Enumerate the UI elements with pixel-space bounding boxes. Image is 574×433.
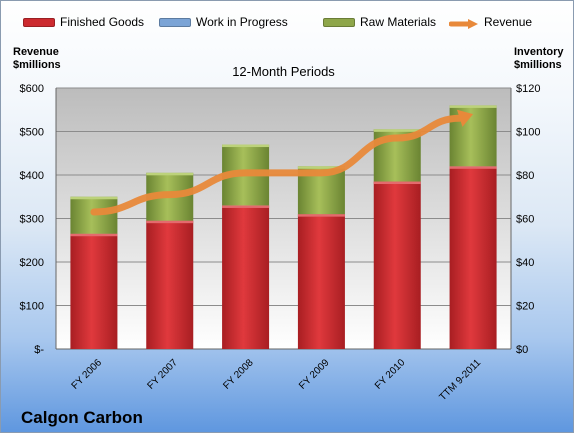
right-tick-label: $60 — [516, 214, 534, 226]
chart-title: 12-Month Periods — [232, 64, 335, 79]
right-tick-label: $120 — [516, 83, 540, 95]
bar-cap-finished-goods — [222, 205, 270, 208]
bar-raw-materials — [449, 105, 497, 167]
right-tick-label: $80 — [516, 170, 534, 182]
bar-finished-goods — [146, 220, 194, 349]
bar-cap-finished-goods — [70, 233, 118, 237]
bar-cap-finished-goods — [373, 181, 421, 185]
right-tick-label: $0 — [516, 344, 528, 356]
bar-cap-raw-materials — [373, 129, 421, 132]
legend-arrow-icon — [448, 18, 478, 29]
bar-finished-goods — [222, 205, 270, 349]
bar-finished-goods — [70, 233, 118, 349]
right-axis-title-line1: Inventory — [514, 46, 564, 58]
x-tick-label: FY 2010 — [373, 357, 408, 392]
company-name: Calgon Carbon — [21, 408, 143, 427]
revenue-arrowhead — [457, 109, 474, 127]
legend-item: Work in Progress — [159, 15, 288, 29]
left-axis-title-line2: $millions — [13, 59, 61, 71]
revenue-line — [90, 114, 464, 216]
left-tick-label: $- — [34, 344, 44, 356]
left-axis-title: Revenue $millions — [13, 46, 61, 72]
x-tick-label: FY 2009 — [297, 357, 332, 392]
legend-label: Revenue — [484, 15, 533, 29]
bar-cap-finished-goods — [146, 220, 194, 224]
bar-cap-raw-materials — [222, 144, 270, 148]
bar-cap-raw-materials — [449, 105, 497, 108]
legend-label: Work in Progress — [196, 15, 288, 29]
legend-swatch — [448, 18, 479, 29]
x-tick-label: FY 2006 — [70, 357, 105, 392]
bar-cap-raw-materials — [146, 172, 194, 176]
right-tick-label: $20 — [516, 301, 534, 313]
left-axis-title-line1: Revenue — [13, 46, 59, 58]
bar-finished-goods — [373, 181, 421, 349]
legend-item: Revenue — [448, 15, 533, 29]
left-tick-label: $400 — [20, 170, 44, 182]
right-axis-title-line2: $millions — [514, 59, 562, 71]
x-tick-label: FY 2007 — [145, 357, 180, 392]
right-axis-title: Inventory $millions — [514, 46, 564, 72]
legend-item: Raw Materials — [323, 15, 436, 29]
bar-cap-finished-goods — [449, 166, 497, 169]
legend-swatch — [159, 18, 191, 28]
bar-finished-goods — [449, 166, 497, 349]
legend-label: Finished Goods — [60, 15, 145, 29]
right-tick-label: $40 — [516, 257, 534, 269]
left-tick-label: $200 — [20, 257, 44, 269]
right-tick-label: $100 — [516, 127, 540, 139]
legend-swatch — [323, 18, 355, 28]
bar-finished-goods — [297, 214, 345, 349]
left-tick-label: $600 — [20, 83, 44, 95]
bar-cap-raw-materials — [70, 196, 118, 200]
bar-cap-finished-goods — [297, 214, 345, 217]
left-tick-label: $500 — [20, 127, 44, 139]
legend-item: Finished Goods — [23, 15, 144, 29]
x-tick-label: FY 2008 — [221, 357, 256, 392]
x-tick-label: TTM 9-2011 — [437, 357, 483, 403]
left-tick-label: $300 — [20, 214, 44, 226]
legend-swatch — [23, 18, 55, 28]
legend-label: Raw Materials — [360, 15, 437, 29]
bar-cap-raw-materials — [297, 166, 345, 169]
left-tick-label: $100 — [20, 301, 44, 313]
